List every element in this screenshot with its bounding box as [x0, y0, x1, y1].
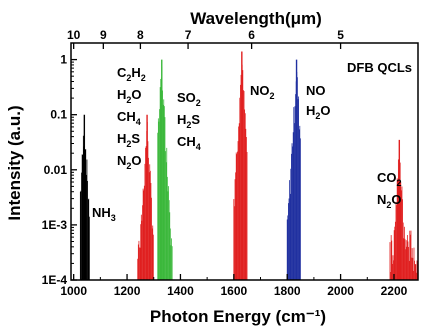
- left-axis: 1E-4 1E-3 0.01 0.1 1: [42, 42, 77, 287]
- x-tick-label: 1400: [167, 284, 194, 298]
- annotation-co2-group: CO2: [377, 170, 402, 188]
- y-tick-label: 1E-4: [42, 273, 68, 287]
- x-tick-label: 2000: [327, 284, 354, 298]
- x-tick-label: 1600: [220, 284, 247, 298]
- series-0: [79, 114, 90, 280]
- annotation-so2-group: SO2: [177, 90, 201, 108]
- series-3: [233, 51, 248, 280]
- annotations: NH3 C2H2 H2O CH4 H2S N2O SO2 H2S CH4 NO2 NO H2O CO2 N…: [92, 65, 402, 223]
- annotation-so2-group: H2S: [177, 112, 200, 130]
- annotation-c2h2-group: H2S: [117, 131, 140, 149]
- top-axis-title: Wavelength(μm): [190, 9, 322, 28]
- top-tick-label: 9: [100, 28, 107, 42]
- x-axis-title: Photon Energy (cm⁻¹): [150, 307, 326, 326]
- top-tick-label: 10: [67, 28, 81, 42]
- annotation-c2h2-group: CH4: [117, 109, 141, 127]
- annotation-no-group: H2O: [306, 103, 331, 121]
- x-tick-label: 1200: [114, 284, 141, 298]
- x-tick-label: 1800: [274, 284, 301, 298]
- annotation-no-group: NO: [306, 83, 326, 98]
- x-tick-label: 1000: [60, 284, 87, 298]
- series-2: [157, 59, 173, 280]
- annotation-so2-group: CH4: [177, 134, 201, 152]
- bottom-axis: 1000 1200 1400 1600 1800 2000 2200: [60, 274, 408, 298]
- series-5: [389, 139, 418, 280]
- spectra-layer: [79, 51, 418, 280]
- y-tick-label: 1E-3: [42, 218, 68, 232]
- corner-label: DFB QCLs: [347, 60, 412, 75]
- y-axis-title: Intensity (a.u.): [5, 105, 24, 220]
- top-tick-label: 8: [137, 28, 144, 42]
- annotation-nh3: NH3: [92, 205, 116, 223]
- series-1: [137, 114, 154, 280]
- top-tick-label: 6: [248, 28, 255, 42]
- annotation-no2: NO2: [250, 83, 275, 101]
- annotation-co2-group: N2O: [377, 192, 402, 210]
- x-tick-label: 2200: [381, 284, 408, 298]
- top-tick-label: 5: [337, 28, 344, 42]
- plot-frame: [70, 42, 419, 281]
- annotation-c2h2-group: H2O: [117, 87, 142, 105]
- y-tick-label: 0.01: [44, 163, 68, 177]
- annotation-c2h2-group: N2O: [117, 153, 142, 171]
- y-tick-label: 1: [60, 53, 67, 67]
- annotation-c2h2-group: C2H2: [117, 65, 146, 83]
- series-4: [286, 59, 301, 280]
- top-axis: 10 9 8 7 6 5: [67, 28, 344, 49]
- y-tick-label: 0.1: [50, 108, 67, 122]
- top-tick-label: 7: [185, 28, 192, 42]
